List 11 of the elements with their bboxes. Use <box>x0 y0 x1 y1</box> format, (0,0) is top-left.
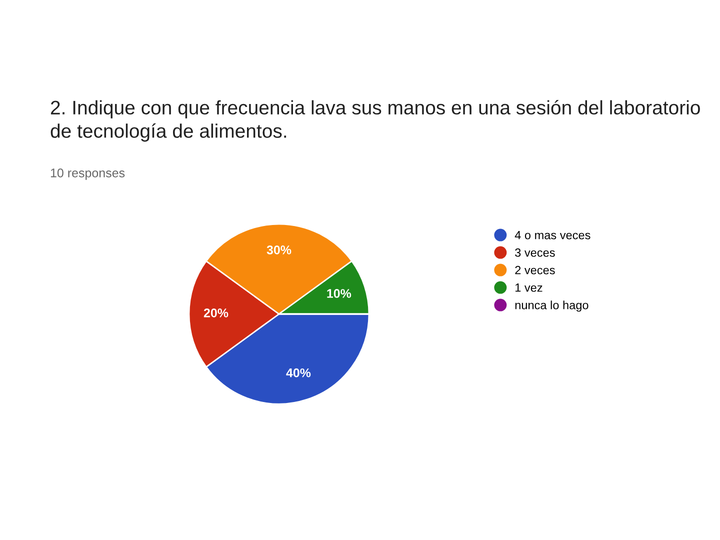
data-label: 30% <box>266 246 292 254</box>
legend-label: 2 veces <box>515 266 555 274</box>
data-label: 10% <box>327 289 352 298</box>
data-label: 20% <box>204 308 228 318</box>
text: 10 responses <box>50 168 125 180</box>
legend-label: 1 vez <box>515 284 542 292</box>
legend-label: nunca lo hago <box>515 300 588 312</box>
legend-label: 3 veces <box>515 248 555 257</box>
legend-label: 4 o mas veces <box>514 231 590 240</box>
chart-title: 2. Indique con que frecuencia lava sus manos en una sesión del laboratorio de tecnología de alimentos. <box>50 100 700 142</box>
data-label: 40% <box>286 368 311 378</box>
